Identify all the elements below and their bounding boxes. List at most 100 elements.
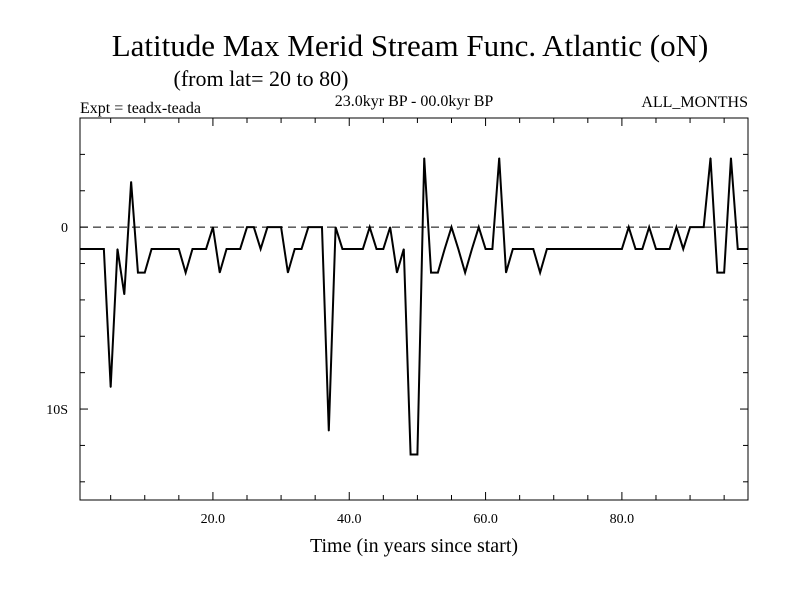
data-point xyxy=(709,157,712,159)
months-label: ALL_MONTHS xyxy=(641,94,748,111)
series-points xyxy=(82,157,746,456)
data-point xyxy=(641,248,643,250)
data-point xyxy=(416,453,419,456)
data-point xyxy=(123,293,125,296)
data-point xyxy=(669,248,671,250)
data-point xyxy=(212,226,214,228)
data-point xyxy=(566,248,568,250)
data-point xyxy=(150,248,153,250)
data-point xyxy=(82,248,85,250)
data-point xyxy=(491,248,493,250)
data-point xyxy=(512,248,514,250)
data-point xyxy=(355,248,357,250)
data-point xyxy=(239,248,241,250)
data-point xyxy=(130,181,132,183)
data-point xyxy=(737,248,739,250)
data-point xyxy=(348,248,350,250)
data-point xyxy=(689,226,691,228)
data-point xyxy=(696,226,698,228)
data-point xyxy=(532,248,534,250)
data-point xyxy=(389,226,391,228)
x-tick-label: 60.0 xyxy=(473,512,498,527)
data-point xyxy=(287,272,289,274)
data-point xyxy=(260,248,262,250)
plot-frame xyxy=(79,117,749,501)
data-point xyxy=(430,272,432,274)
data-point xyxy=(89,248,91,250)
data-point xyxy=(587,248,589,250)
data-point xyxy=(716,272,718,274)
data-point xyxy=(273,226,275,228)
data-point xyxy=(675,226,678,228)
data-point xyxy=(614,248,616,250)
y-tick-label: 0 xyxy=(61,221,68,236)
x-tick-label: 40.0 xyxy=(337,512,362,527)
data-point xyxy=(423,157,425,159)
data-point xyxy=(580,248,582,250)
data-point xyxy=(478,226,480,228)
data-point xyxy=(185,272,187,274)
data-point xyxy=(450,226,453,228)
data-point xyxy=(505,272,507,274)
data-point xyxy=(266,226,269,228)
data-point xyxy=(730,157,732,159)
axis-ticks xyxy=(80,117,748,500)
data-point xyxy=(219,272,221,274)
data-point xyxy=(103,248,105,250)
x-axis-label: Time (in years since start) xyxy=(310,535,518,557)
period-label: 23.0kyr BP - 00.0kyr BP xyxy=(335,93,494,110)
data-point xyxy=(634,248,637,250)
data-point xyxy=(246,226,248,228)
data-point xyxy=(519,248,521,250)
data-point xyxy=(96,248,98,250)
chart-subtitle: (from lat= 20 to 80) xyxy=(174,66,349,91)
data-point xyxy=(573,248,575,250)
data-point xyxy=(321,226,323,228)
data-point xyxy=(553,248,555,250)
experiment-label: Expt = teadx-teada xyxy=(80,100,201,117)
data-point xyxy=(498,157,500,159)
data-point xyxy=(682,248,684,250)
data-point xyxy=(198,248,200,250)
data-point xyxy=(232,248,234,250)
data-point xyxy=(600,248,603,250)
data-point xyxy=(171,248,173,250)
data-point xyxy=(464,272,466,274)
data-point xyxy=(648,226,650,228)
data-point xyxy=(116,248,119,250)
data-point xyxy=(253,226,255,228)
data-point xyxy=(157,248,159,250)
data-point xyxy=(409,453,412,456)
data-point xyxy=(307,226,309,228)
data-point xyxy=(539,272,541,274)
data-point xyxy=(628,226,630,228)
data-point xyxy=(437,272,439,274)
data-point xyxy=(396,272,398,274)
data-point xyxy=(457,248,459,250)
y-tick-label: 10S xyxy=(46,403,68,418)
data-point xyxy=(300,248,303,250)
data-point xyxy=(546,248,548,250)
series-line-teadx-teada xyxy=(80,157,748,456)
data-point xyxy=(294,248,296,250)
data-point xyxy=(341,248,344,250)
data-point xyxy=(743,248,746,250)
data-point xyxy=(382,248,384,250)
data-point xyxy=(662,248,664,250)
data-point xyxy=(484,248,487,250)
data-point xyxy=(703,226,705,228)
data-point xyxy=(362,248,364,250)
data-point xyxy=(328,430,330,432)
data-point xyxy=(205,248,207,250)
data-point xyxy=(375,248,378,250)
axis-tick-labels: 20.0 40.0 60.0 80.0 0 10S xyxy=(46,221,634,527)
chart-title: Latitude Max Merid Stream Func. Atlantic… xyxy=(112,28,709,63)
data-point xyxy=(110,386,112,388)
data-point xyxy=(655,248,657,250)
data-point xyxy=(280,226,282,228)
data-point xyxy=(137,272,139,274)
data-point xyxy=(525,248,528,250)
data-point xyxy=(403,248,405,250)
data-point xyxy=(314,226,316,228)
data-point xyxy=(191,248,194,250)
